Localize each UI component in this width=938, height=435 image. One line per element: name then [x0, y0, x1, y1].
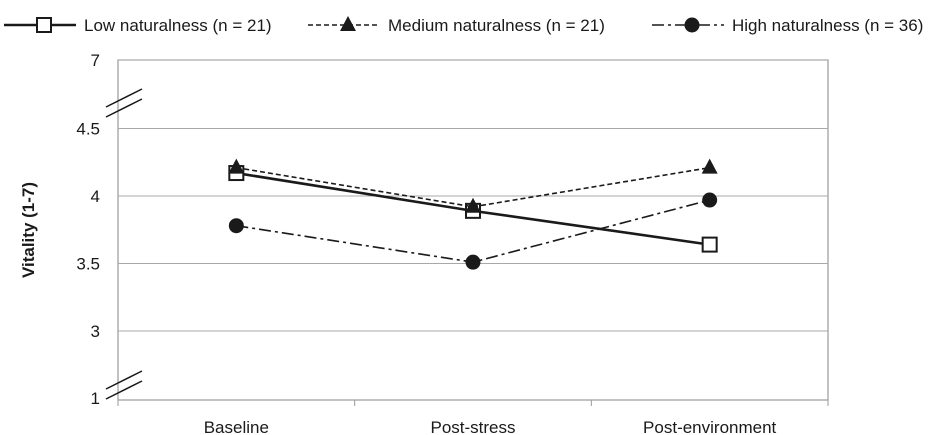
data-point-2 — [228, 218, 244, 234]
legend-label: Medium naturalness (n = 21) — [388, 16, 605, 35]
axis-break-mark — [105, 98, 143, 118]
axis-break-mark — [105, 88, 143, 108]
data-point-1 — [228, 158, 245, 174]
legend-label: High naturalness (n = 36) — [732, 16, 923, 35]
y-tick-label: 1 — [91, 389, 100, 408]
legend-marker-0 — [36, 17, 52, 33]
y-tick-label: 7 — [91, 51, 100, 70]
y-axis-title: Vitality (1-7) — [19, 182, 38, 278]
axis-break-mark — [105, 380, 143, 400]
data-point-1 — [465, 197, 481, 213]
legend-marker-1 — [340, 16, 356, 31]
y-tick-label: 3 — [91, 322, 100, 341]
axis-break-mark — [105, 370, 143, 390]
data-point-2 — [465, 254, 481, 270]
plot-frame — [117, 59, 829, 401]
legend-label: Low naturalness (n = 21) — [84, 16, 272, 35]
x-tick-label: Post-environment — [643, 418, 777, 435]
data-point-2 — [702, 192, 718, 208]
axis-break-gap — [96, 361, 110, 393]
x-tick-label: Post-stress — [430, 418, 515, 435]
data-point-0 — [701, 236, 718, 253]
legend-marker-2 — [684, 17, 700, 33]
data-point-1 — [701, 158, 718, 174]
axis-break-gap — [96, 79, 110, 111]
x-tick-label: Baseline — [204, 418, 269, 435]
plot-area: 1 3 3.5 4 4.5 7 Baseline Post-stress Post-enviro… — [19, 51, 829, 435]
y-tick-label: 4.5 — [76, 120, 100, 139]
y-tick-label: 3.5 — [76, 255, 100, 274]
legend: Low naturalness (n = 21) Medium naturalne… — [4, 16, 923, 35]
y-tick-label: 4 — [91, 187, 100, 206]
